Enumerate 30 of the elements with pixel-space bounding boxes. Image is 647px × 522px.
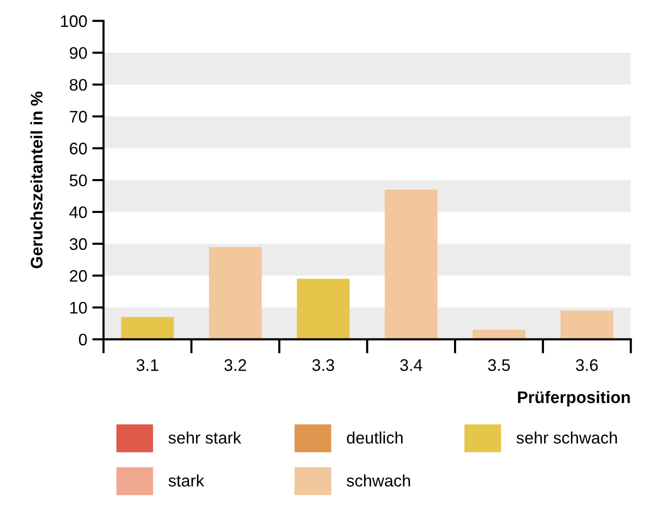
- bar: [296, 278, 350, 340]
- y-tick-label: 100: [61, 15, 87, 28]
- x-axis-title: Prüferposition: [518, 390, 630, 406]
- y-tick-label: 80: [70, 78, 87, 91]
- y-tick-label: 70: [70, 110, 87, 123]
- y-axis-title: Geruchszeitanteil in %: [30, 92, 43, 268]
- x-tick-label: 3.5: [488, 359, 510, 371]
- y-tick-label: 60: [70, 142, 87, 154]
- legend-label: sehr stark: [168, 431, 242, 444]
- y-tick-label: 30: [70, 238, 87, 250]
- legend-label: schwach: [346, 474, 410, 487]
- legend-label: stark: [168, 474, 204, 487]
- y-tick-label: 90: [70, 47, 87, 59]
- x-tick-label: 3.6: [576, 359, 598, 371]
- y-tick-label: 50: [70, 174, 87, 186]
- x-tick-label: 3.1: [136, 359, 158, 371]
- x-tick-label: 3.2: [224, 359, 246, 371]
- x-tick-label: 3.3: [312, 359, 334, 371]
- bar: [472, 330, 526, 340]
- legend-label: deutlich: [346, 431, 403, 444]
- y-tick-label: 10: [70, 302, 87, 314]
- bar: [208, 246, 262, 340]
- bar: [384, 190, 438, 340]
- y-tick-label: 40: [69, 206, 87, 218]
- y-tick-label: 0: [78, 334, 87, 346]
- x-tick-label: 3.4: [400, 359, 422, 371]
- bar: [121, 317, 174, 340]
- y-tick-label: 20: [70, 270, 87, 282]
- bar: [560, 310, 614, 340]
- legend-label: sehr schwach: [516, 431, 617, 444]
